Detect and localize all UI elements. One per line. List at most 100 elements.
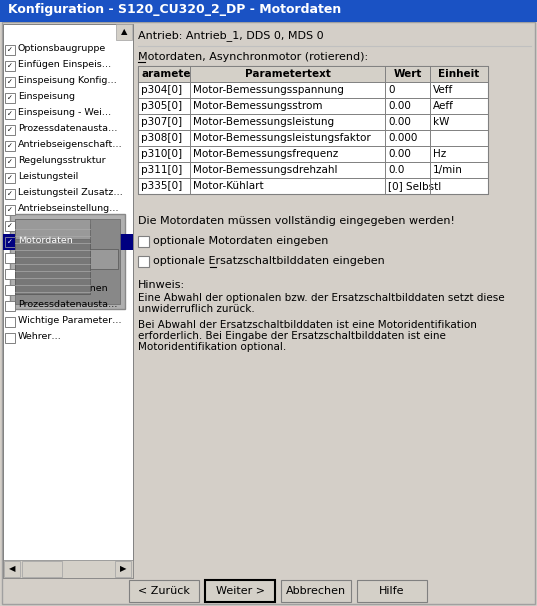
FancyBboxPatch shape — [5, 125, 15, 135]
FancyBboxPatch shape — [5, 173, 15, 183]
Text: ✓: ✓ — [7, 143, 13, 149]
Text: Parametertext: Parametertext — [244, 69, 330, 79]
Text: ◀: ◀ — [9, 565, 15, 573]
FancyBboxPatch shape — [5, 109, 15, 119]
Text: Einfügen Einspeis…: Einfügen Einspeis… — [18, 60, 111, 69]
FancyBboxPatch shape — [3, 234, 133, 250]
FancyBboxPatch shape — [5, 141, 15, 151]
Text: Eine Abwahl der optionalen bzw. der Ersatzschaltbilddaten setzt diese: Eine Abwahl der optionalen bzw. der Ersa… — [138, 293, 505, 303]
Text: Motorhaltebremse: Motorhaltebremse — [18, 252, 105, 261]
Text: Motor-Bemessungsdrehzahl: Motor-Bemessungsdrehzahl — [193, 165, 337, 175]
Text: Veff: Veff — [433, 85, 453, 95]
Text: 0: 0 — [388, 85, 395, 95]
FancyBboxPatch shape — [5, 189, 15, 199]
Text: ✓: ✓ — [7, 191, 13, 197]
Text: Prozessdatenausta…: Prozessdatenausta… — [18, 124, 118, 133]
Text: Wehrer…: Wehrer… — [18, 332, 62, 341]
Text: Regelungsstruktur: Regelungsstruktur — [18, 156, 106, 165]
Text: Konfiguration - S120_CU320_2_DP - Motordaten: Konfiguration - S120_CU320_2_DP - Motord… — [8, 3, 341, 16]
FancyBboxPatch shape — [15, 224, 90, 294]
FancyBboxPatch shape — [5, 93, 15, 103]
FancyBboxPatch shape — [3, 24, 133, 578]
FancyBboxPatch shape — [138, 66, 488, 194]
Text: optionale Motordaten eingeben: optionale Motordaten eingeben — [153, 236, 328, 246]
Text: Motordaten: Motordaten — [18, 236, 72, 245]
Text: unwiderruflich zurück.: unwiderruflich zurück. — [138, 304, 255, 314]
Text: p304[0]: p304[0] — [141, 85, 182, 95]
FancyBboxPatch shape — [22, 561, 62, 577]
Text: Antriebseigenschaft…: Antriebseigenschaft… — [18, 140, 123, 149]
FancyBboxPatch shape — [5, 45, 15, 55]
Text: 0.00: 0.00 — [388, 117, 411, 127]
Text: 0.0: 0.0 — [388, 165, 404, 175]
Text: ✓: ✓ — [7, 111, 13, 117]
Text: kW: kW — [433, 117, 449, 127]
FancyBboxPatch shape — [5, 237, 15, 247]
Text: ✓: ✓ — [7, 159, 13, 165]
Text: ▲: ▲ — [121, 27, 127, 36]
FancyBboxPatch shape — [205, 580, 275, 602]
Text: Die Motordaten müssen vollständig eingegeben werden!: Die Motordaten müssen vollständig eingeg… — [138, 216, 455, 226]
FancyBboxPatch shape — [5, 61, 15, 71]
FancyBboxPatch shape — [10, 214, 125, 309]
Text: p305[0]: p305[0] — [141, 101, 182, 111]
Text: Antriebsfunktionen: Antriebsfunktionen — [18, 284, 108, 293]
Text: Motor-Bemessungsstrom: Motor-Bemessungsstrom — [193, 101, 323, 111]
Text: Leistungsteil Zusatz…: Leistungsteil Zusatz… — [18, 188, 123, 197]
Text: Abbrechen: Abbrechen — [286, 586, 346, 596]
Text: Prozessdatenausta…: Prozessdatenausta… — [18, 300, 118, 309]
FancyBboxPatch shape — [5, 77, 15, 87]
Text: 1/min: 1/min — [433, 165, 463, 175]
Text: ✓: ✓ — [7, 127, 13, 133]
Text: ✓: ✓ — [7, 79, 13, 85]
FancyBboxPatch shape — [15, 219, 120, 304]
Text: [0] Selbstl: [0] Selbstl — [388, 181, 441, 191]
FancyBboxPatch shape — [5, 205, 15, 215]
FancyBboxPatch shape — [357, 580, 427, 602]
Text: Motor-Bemessungsspannung: Motor-Bemessungsspannung — [193, 85, 344, 95]
FancyBboxPatch shape — [4, 561, 20, 577]
Text: aramete: aramete — [141, 69, 191, 79]
Text: optionale Ersatzschaltbilddaten eingeben: optionale Ersatzschaltbilddaten eingeben — [153, 256, 384, 266]
FancyBboxPatch shape — [5, 285, 15, 295]
Text: Wert: Wert — [393, 69, 422, 79]
Text: ▶: ▶ — [120, 565, 126, 573]
Text: p307[0]: p307[0] — [141, 117, 182, 127]
Text: Hilfe: Hilfe — [379, 586, 405, 596]
Text: Geber: Geber — [18, 268, 47, 277]
FancyBboxPatch shape — [3, 560, 133, 578]
FancyBboxPatch shape — [5, 221, 15, 231]
Text: Motor-Bemessungsleistung: Motor-Bemessungsleistung — [193, 117, 334, 127]
FancyBboxPatch shape — [5, 301, 15, 311]
Text: Hinweis:: Hinweis: — [138, 280, 185, 290]
Text: 0.00: 0.00 — [388, 101, 411, 111]
Text: ✓: ✓ — [7, 63, 13, 69]
Text: Einheit: Einheit — [438, 69, 480, 79]
Text: Einspeisung Konfig…: Einspeisung Konfig… — [18, 76, 117, 85]
Text: Einspeisung: Einspeisung — [18, 92, 75, 101]
Text: erforderlich. Bei Eingabe der Ersatzschaltbilddaten ist eine: erforderlich. Bei Eingabe der Ersatzscha… — [138, 331, 446, 341]
Text: ✓: ✓ — [7, 95, 13, 101]
Text: Wichtige Parameter…: Wichtige Parameter… — [18, 316, 121, 325]
FancyBboxPatch shape — [138, 236, 149, 247]
FancyBboxPatch shape — [281, 580, 351, 602]
Text: p335[0]: p335[0] — [141, 181, 182, 191]
Text: Motor-Bemessungsfrequenz: Motor-Bemessungsfrequenz — [193, 149, 338, 159]
Text: p311[0]: p311[0] — [141, 165, 182, 175]
Text: Antrieb: Antrieb_1, DDS 0, MDS 0: Antrieb: Antrieb_1, DDS 0, MDS 0 — [138, 30, 324, 41]
Text: ✓: ✓ — [7, 223, 13, 229]
FancyBboxPatch shape — [5, 317, 15, 327]
Text: Aeff: Aeff — [433, 101, 454, 111]
Text: Motor-Bemessungsleistungsfaktor: Motor-Bemessungsleistungsfaktor — [193, 133, 371, 143]
Text: Hz: Hz — [433, 149, 446, 159]
FancyBboxPatch shape — [15, 219, 90, 239]
Text: ✓: ✓ — [7, 47, 13, 53]
Text: Optionsbaugruppe: Optionsbaugruppe — [18, 44, 106, 53]
FancyBboxPatch shape — [5, 333, 15, 343]
Text: ✓: ✓ — [7, 175, 13, 181]
FancyBboxPatch shape — [138, 256, 149, 267]
Text: Motor-Kühlart: Motor-Kühlart — [193, 181, 264, 191]
FancyBboxPatch shape — [2, 22, 535, 604]
Text: 0.000: 0.000 — [388, 133, 417, 143]
FancyBboxPatch shape — [129, 580, 199, 602]
